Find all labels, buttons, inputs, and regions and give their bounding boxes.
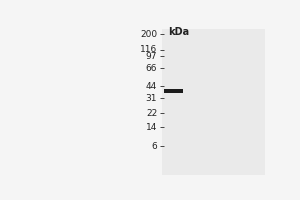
- Text: 44: 44: [146, 82, 157, 91]
- Text: 116: 116: [140, 45, 157, 54]
- Text: 14: 14: [146, 123, 157, 132]
- Text: 6: 6: [152, 142, 157, 151]
- Text: 22: 22: [146, 109, 157, 118]
- Bar: [162, 29, 265, 175]
- Bar: [164, 89, 183, 93]
- Text: 200: 200: [140, 30, 157, 39]
- Text: 31: 31: [146, 94, 157, 103]
- Text: 66: 66: [146, 64, 157, 73]
- Text: 97: 97: [146, 52, 157, 61]
- Text: kDa: kDa: [168, 27, 189, 37]
